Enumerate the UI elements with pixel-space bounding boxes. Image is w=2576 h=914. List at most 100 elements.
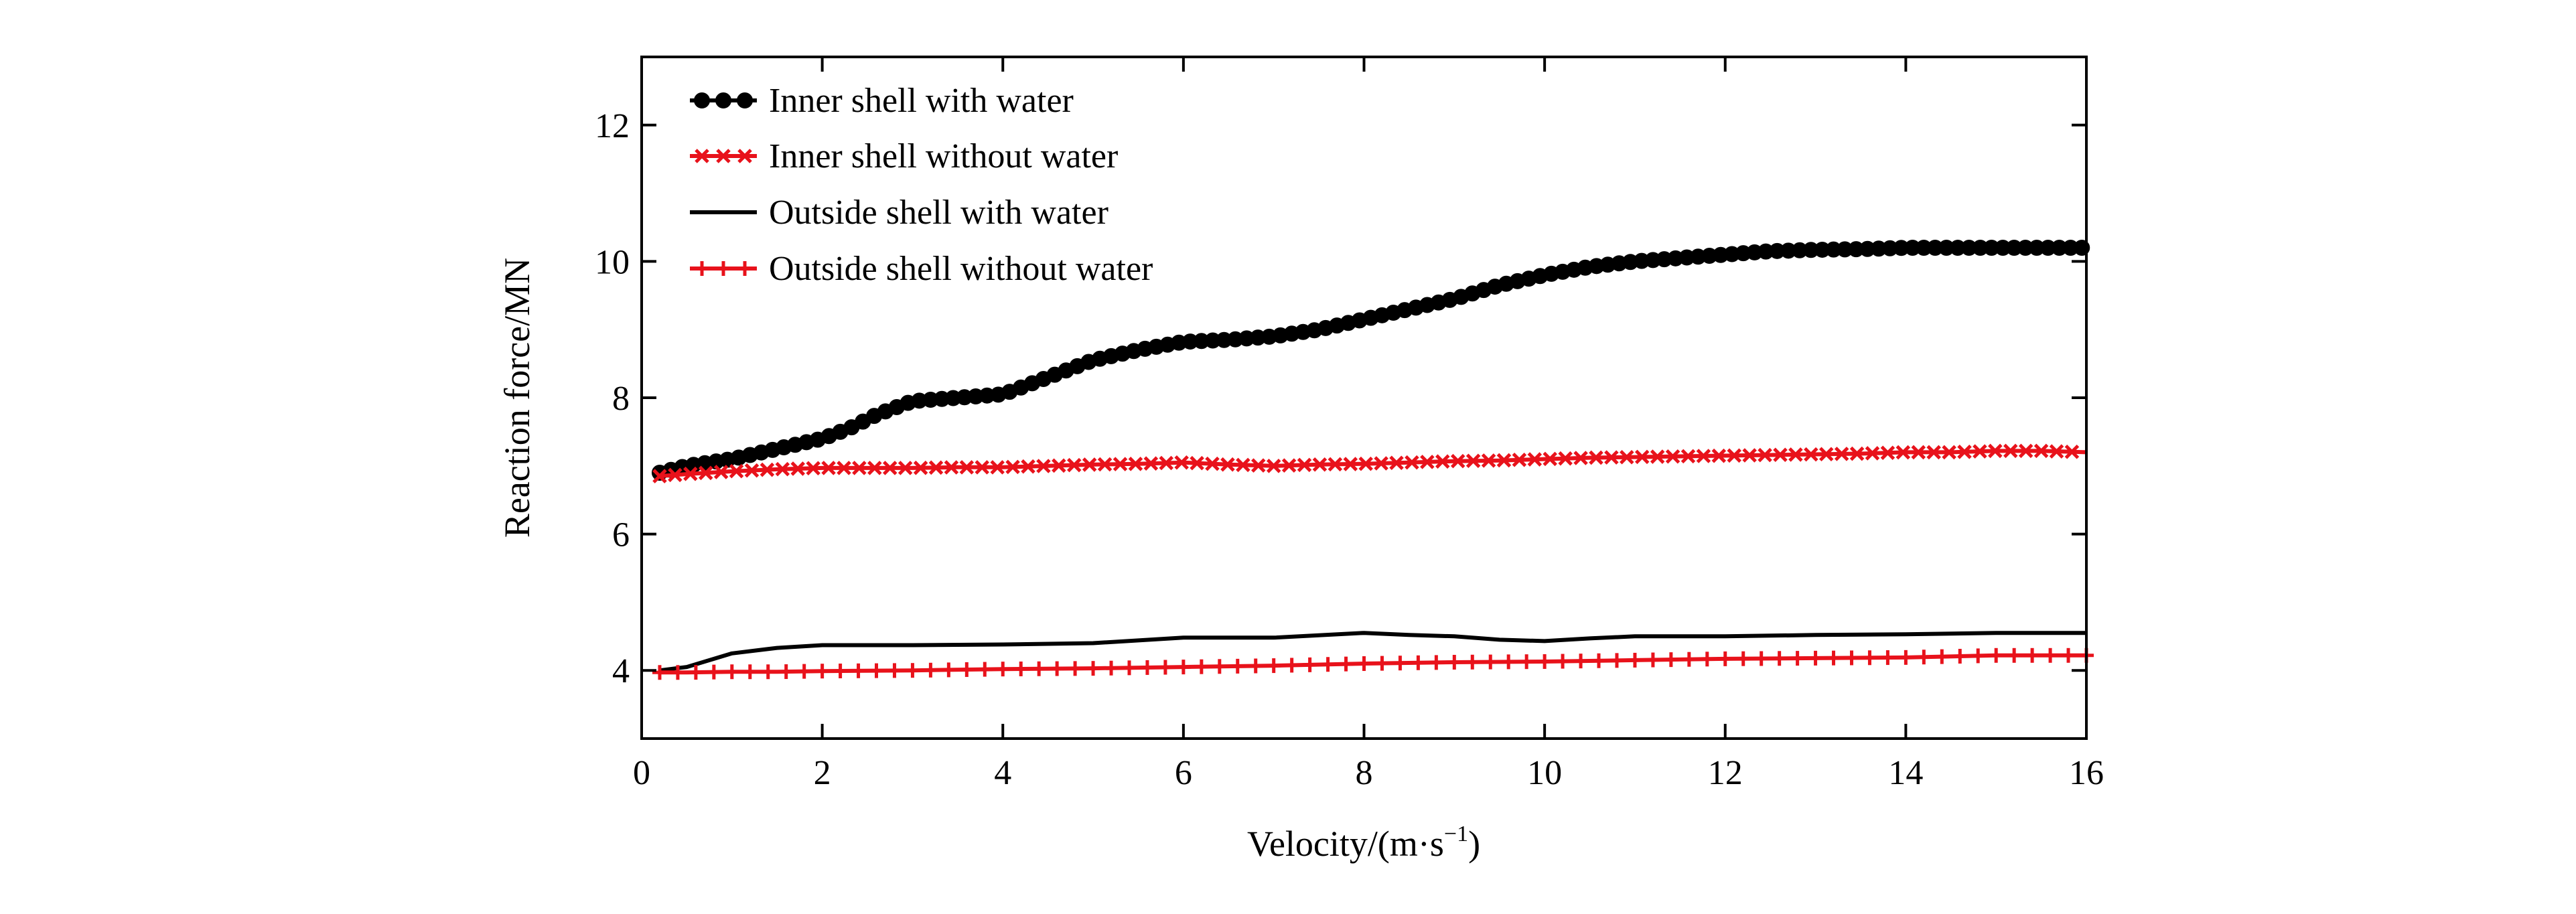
series-1-marker-57-stroke-b bbox=[1527, 452, 1543, 467]
legend-item-0: Inner shell with water bbox=[690, 82, 1074, 120]
series-1-marker-72-stroke-b bbox=[1758, 447, 1772, 463]
legend-swatch-marker-3-1 bbox=[716, 261, 731, 276]
series-1-marker-3 bbox=[698, 465, 713, 481]
series-1-marker-12-stroke-b bbox=[837, 461, 851, 475]
series-1-marker-17 bbox=[913, 460, 928, 475]
series-1-marker-70 bbox=[1727, 448, 1741, 463]
legend-label: Inner shell with water bbox=[769, 82, 1074, 120]
series-1-marker-48 bbox=[1389, 455, 1404, 471]
series-3-marker-13 bbox=[887, 663, 902, 678]
series-3-marker-1 bbox=[670, 665, 685, 680]
series-1-marker-34 bbox=[1174, 455, 1189, 470]
y-tick-label: 4 bbox=[612, 652, 630, 690]
series-3-marker-43 bbox=[1429, 655, 1444, 670]
series-1-marker-10-stroke-b bbox=[806, 461, 820, 476]
series-3-marker-54 bbox=[1627, 652, 1642, 668]
series-1-marker-74 bbox=[1788, 447, 1803, 462]
series-1-marker-28-stroke-b bbox=[1082, 457, 1097, 472]
series-1-marker-79 bbox=[1865, 446, 1880, 461]
legend-label: Outside shell without water bbox=[769, 250, 1153, 288]
y-tick-label: 10 bbox=[595, 243, 630, 281]
series-1-marker-63-stroke-b bbox=[1620, 449, 1634, 465]
series-1-marker-53 bbox=[1465, 453, 1481, 469]
series-1-marker-58-stroke-b bbox=[1543, 451, 1557, 467]
series-3-marker-51 bbox=[1573, 654, 1589, 669]
series-3-marker-0 bbox=[652, 665, 667, 680]
series-1-marker-19-stroke-b bbox=[944, 460, 959, 475]
y-tick-label: 8 bbox=[612, 380, 630, 418]
series-3-marker-31 bbox=[1212, 659, 1227, 674]
series-1-marker-44-stroke-b bbox=[1328, 457, 1343, 472]
series-1-marker-39 bbox=[1251, 458, 1266, 473]
series-1-marker-10 bbox=[806, 461, 820, 476]
x-tick-label: 16 bbox=[2069, 754, 2104, 792]
series-1-marker-7 bbox=[760, 462, 775, 477]
series-1-marker-43 bbox=[1312, 457, 1328, 472]
series-1-marker-54 bbox=[1481, 453, 1496, 468]
series-1-marker-60 bbox=[1573, 451, 1588, 465]
series-3-marker-69 bbox=[1898, 650, 1914, 665]
series-layer bbox=[651, 240, 2094, 680]
series-1-marker-72 bbox=[1758, 447, 1772, 463]
series-1-marker-37 bbox=[1220, 457, 1235, 472]
series-1-marker-40-stroke-b bbox=[1266, 459, 1281, 473]
series-1-marker-52-stroke-b bbox=[1450, 453, 1465, 469]
series-1-marker-43-stroke-b bbox=[1312, 457, 1328, 472]
series-1-marker-21 bbox=[975, 460, 990, 475]
series-1-marker-18-stroke-b bbox=[928, 460, 944, 475]
series-1-marker-51-stroke-b bbox=[1435, 454, 1450, 469]
series-1-marker-31 bbox=[1128, 457, 1143, 471]
series-1-marker-29 bbox=[1097, 457, 1113, 472]
series-1-marker-55-stroke-b bbox=[1496, 453, 1512, 468]
x-tick-label: 4 bbox=[994, 754, 1011, 792]
series-1-marker-62-stroke-b bbox=[1604, 450, 1619, 465]
legend-item-3: Outside shell without water bbox=[690, 250, 1153, 288]
series-1-marker-56 bbox=[1512, 452, 1527, 467]
series-3-marker-72 bbox=[1952, 649, 1968, 664]
series-3-marker-34 bbox=[1266, 658, 1281, 674]
series-1-marker-47 bbox=[1374, 456, 1388, 471]
y-axis-label: Reaction force/MN bbox=[497, 258, 537, 538]
series-1-marker-81 bbox=[1895, 445, 1911, 460]
series-3-marker-61 bbox=[1754, 651, 1769, 666]
series-1-marker-79-stroke-b bbox=[1865, 446, 1880, 461]
series-3-marker-73 bbox=[1971, 648, 1986, 664]
series-1-marker-6-stroke-b bbox=[744, 463, 760, 478]
series-3-marker-19 bbox=[995, 662, 1011, 677]
legend-swatch-marker-1-2-stroke-b bbox=[737, 149, 752, 163]
series-1-marker-24-stroke-b bbox=[1021, 459, 1035, 474]
series-1-marker-61-stroke-b bbox=[1589, 450, 1603, 465]
series-1-marker-57 bbox=[1527, 452, 1543, 467]
series-1-marker-7-stroke-b bbox=[760, 462, 775, 477]
series-1-marker-31-stroke-b bbox=[1128, 457, 1143, 471]
series-1-marker-22 bbox=[990, 460, 1005, 475]
series-3-marker-71 bbox=[1934, 649, 1950, 664]
series-1-marker-29-stroke-b bbox=[1097, 457, 1113, 472]
series-3-marker-21 bbox=[1031, 661, 1047, 676]
series-3-marker-39 bbox=[1356, 656, 1372, 672]
series-1-marker-70-stroke-b bbox=[1727, 448, 1741, 463]
series-1-marker-68-stroke-b bbox=[1696, 449, 1711, 463]
series-1-marker-20 bbox=[959, 460, 975, 475]
series-3-marker-52 bbox=[1591, 653, 1607, 668]
series-1-marker-42 bbox=[1297, 457, 1312, 473]
series-1-marker-82-stroke-b bbox=[1911, 445, 1926, 460]
series-1-marker-45 bbox=[1343, 457, 1358, 471]
series-3-marker-15 bbox=[923, 662, 938, 678]
series-3-marker-9 bbox=[814, 664, 830, 679]
series-1-marker-14 bbox=[867, 461, 882, 475]
legend-label: Inner shell without water bbox=[769, 137, 1118, 175]
series-1-marker-19 bbox=[944, 460, 959, 475]
series-1-marker-44 bbox=[1328, 457, 1343, 472]
series-1-marker-81-stroke-b bbox=[1895, 445, 1911, 460]
series-1-marker-65-stroke-b bbox=[1650, 449, 1665, 464]
series-1-marker-78-stroke-b bbox=[1849, 446, 1865, 461]
series-3-marker-58 bbox=[1699, 652, 1715, 667]
series-3-marker-68 bbox=[1880, 650, 1895, 666]
series-3-marker-57 bbox=[1681, 652, 1697, 667]
x-tick-label: 6 bbox=[1175, 754, 1192, 792]
series-1-marker-76-stroke-b bbox=[1818, 447, 1834, 462]
series-1-marker-65 bbox=[1650, 449, 1665, 464]
series-1-marker-30-stroke-b bbox=[1113, 457, 1128, 471]
series-1-marker-67-stroke-b bbox=[1680, 449, 1696, 464]
